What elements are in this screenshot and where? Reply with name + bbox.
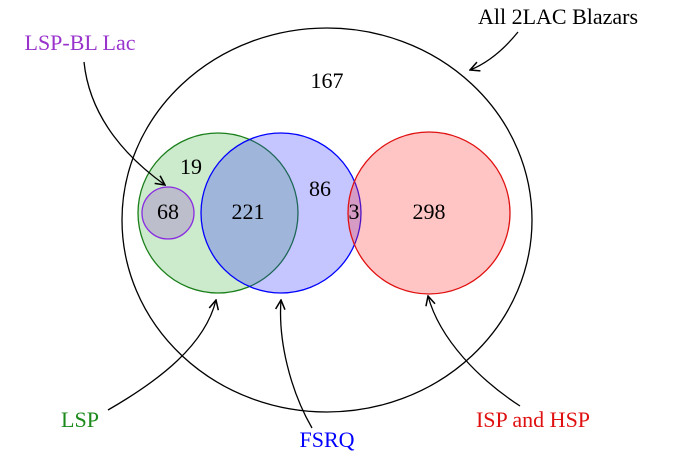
arrow <box>428 296 521 407</box>
set-label: ISP and HSP <box>476 407 590 432</box>
arrow <box>281 300 313 429</box>
fsrq-circle <box>200 132 362 294</box>
region-count: 68 <box>157 199 179 224</box>
set-label: LSP <box>61 407 99 432</box>
isp-hsp-circle <box>347 131 511 295</box>
region-count: 167 <box>311 68 344 93</box>
region-count: 3 <box>349 199 360 224</box>
region-count: 221 <box>232 199 265 224</box>
arrow <box>107 300 216 411</box>
region-count: 86 <box>309 176 331 201</box>
lsp-bllac-circle <box>141 186 195 240</box>
set-label: FSRQ <box>299 427 354 452</box>
set-label: LSP-BL Lac <box>25 30 136 55</box>
arrow <box>83 61 165 185</box>
all-blazars-circle <box>121 27 533 413</box>
region-count: 19 <box>180 154 202 179</box>
lsp-circle <box>137 132 299 294</box>
set-label: All 2LAC Blazars <box>478 4 638 29</box>
arrow <box>470 31 519 70</box>
region-count: 298 <box>413 199 446 224</box>
